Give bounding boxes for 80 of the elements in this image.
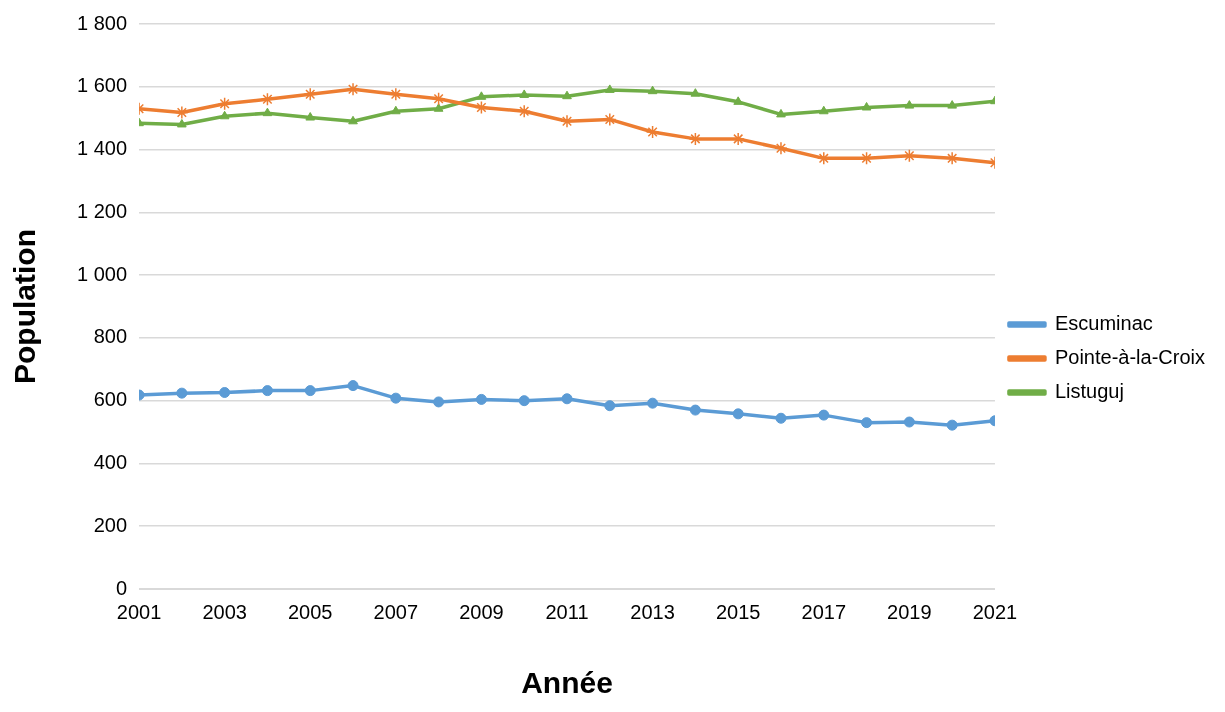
y-tick-label: 600 [93,388,128,411]
point [603,112,617,127]
y-axis-title: Population [8,229,42,384]
x-tick-label: 2019 [887,600,932,623]
y-tick-label: 0 [115,576,128,599]
point [476,91,487,100]
point [861,417,873,429]
y-tick-label: 400 [93,450,128,473]
y-tick-label: 1 200 [76,199,128,222]
point [945,151,959,166]
x-tick-label: 2005 [287,600,333,623]
point [645,125,660,139]
point [519,89,530,98]
point [647,397,659,409]
point [217,96,232,111]
x-tick-label: 2007 [373,600,419,623]
point [946,419,958,431]
point [219,387,231,399]
point [304,385,316,397]
point [389,87,403,102]
y-tick-label: 1 400 [76,137,128,160]
point [517,104,531,119]
y-tick-label: 200 [93,513,128,536]
x-tick-label: 2015 [715,600,761,623]
point [474,100,489,115]
x-tick-label: 2011 [545,600,589,623]
point [732,408,744,420]
point [604,400,616,412]
point [261,385,273,397]
point [904,100,915,109]
y-tick-label: 1 600 [76,74,128,97]
y-tick-label: 1 800 [76,11,128,34]
point [175,105,189,120]
point [903,416,915,428]
point [775,412,787,424]
point [346,82,360,97]
legend-label: Listuguj [1054,380,1124,403]
x-tick-label: 2009 [459,600,504,623]
point [690,88,701,97]
x-tick-label: 2003 [202,600,247,623]
x-tick-label: 2017 [801,600,847,623]
point [518,395,530,407]
point [774,141,788,156]
point [348,115,358,125]
point [262,107,273,117]
point [390,105,401,115]
point [177,118,187,128]
point [731,132,745,146]
point [433,103,444,112]
legend-label: Escuminac [1054,312,1153,335]
point [176,387,188,399]
x-axis-title: Année [521,666,613,700]
point [561,393,573,405]
point [947,100,957,109]
point [647,85,658,95]
point [347,380,359,392]
point [817,151,831,166]
point [303,87,317,102]
y-tick-label: 1 000 [76,262,128,285]
point [861,101,872,111]
point [604,84,615,93]
point [390,392,402,404]
y-tick-label: 800 [93,325,128,348]
point [818,409,830,421]
point [859,151,874,166]
x-tick-label: 2013 [630,600,675,623]
point [475,393,487,405]
point [560,114,574,129]
point [733,96,744,105]
x-tick-label: 2021 [972,600,1018,623]
point [433,396,445,408]
point [305,112,316,121]
point [689,404,701,416]
legend-label: Pointe-à-la-Croix [1054,346,1206,369]
point [562,90,572,100]
point [219,110,230,120]
point [776,108,786,118]
point [260,92,275,107]
point [818,105,829,115]
x-tick-label: 2001 [116,600,162,623]
